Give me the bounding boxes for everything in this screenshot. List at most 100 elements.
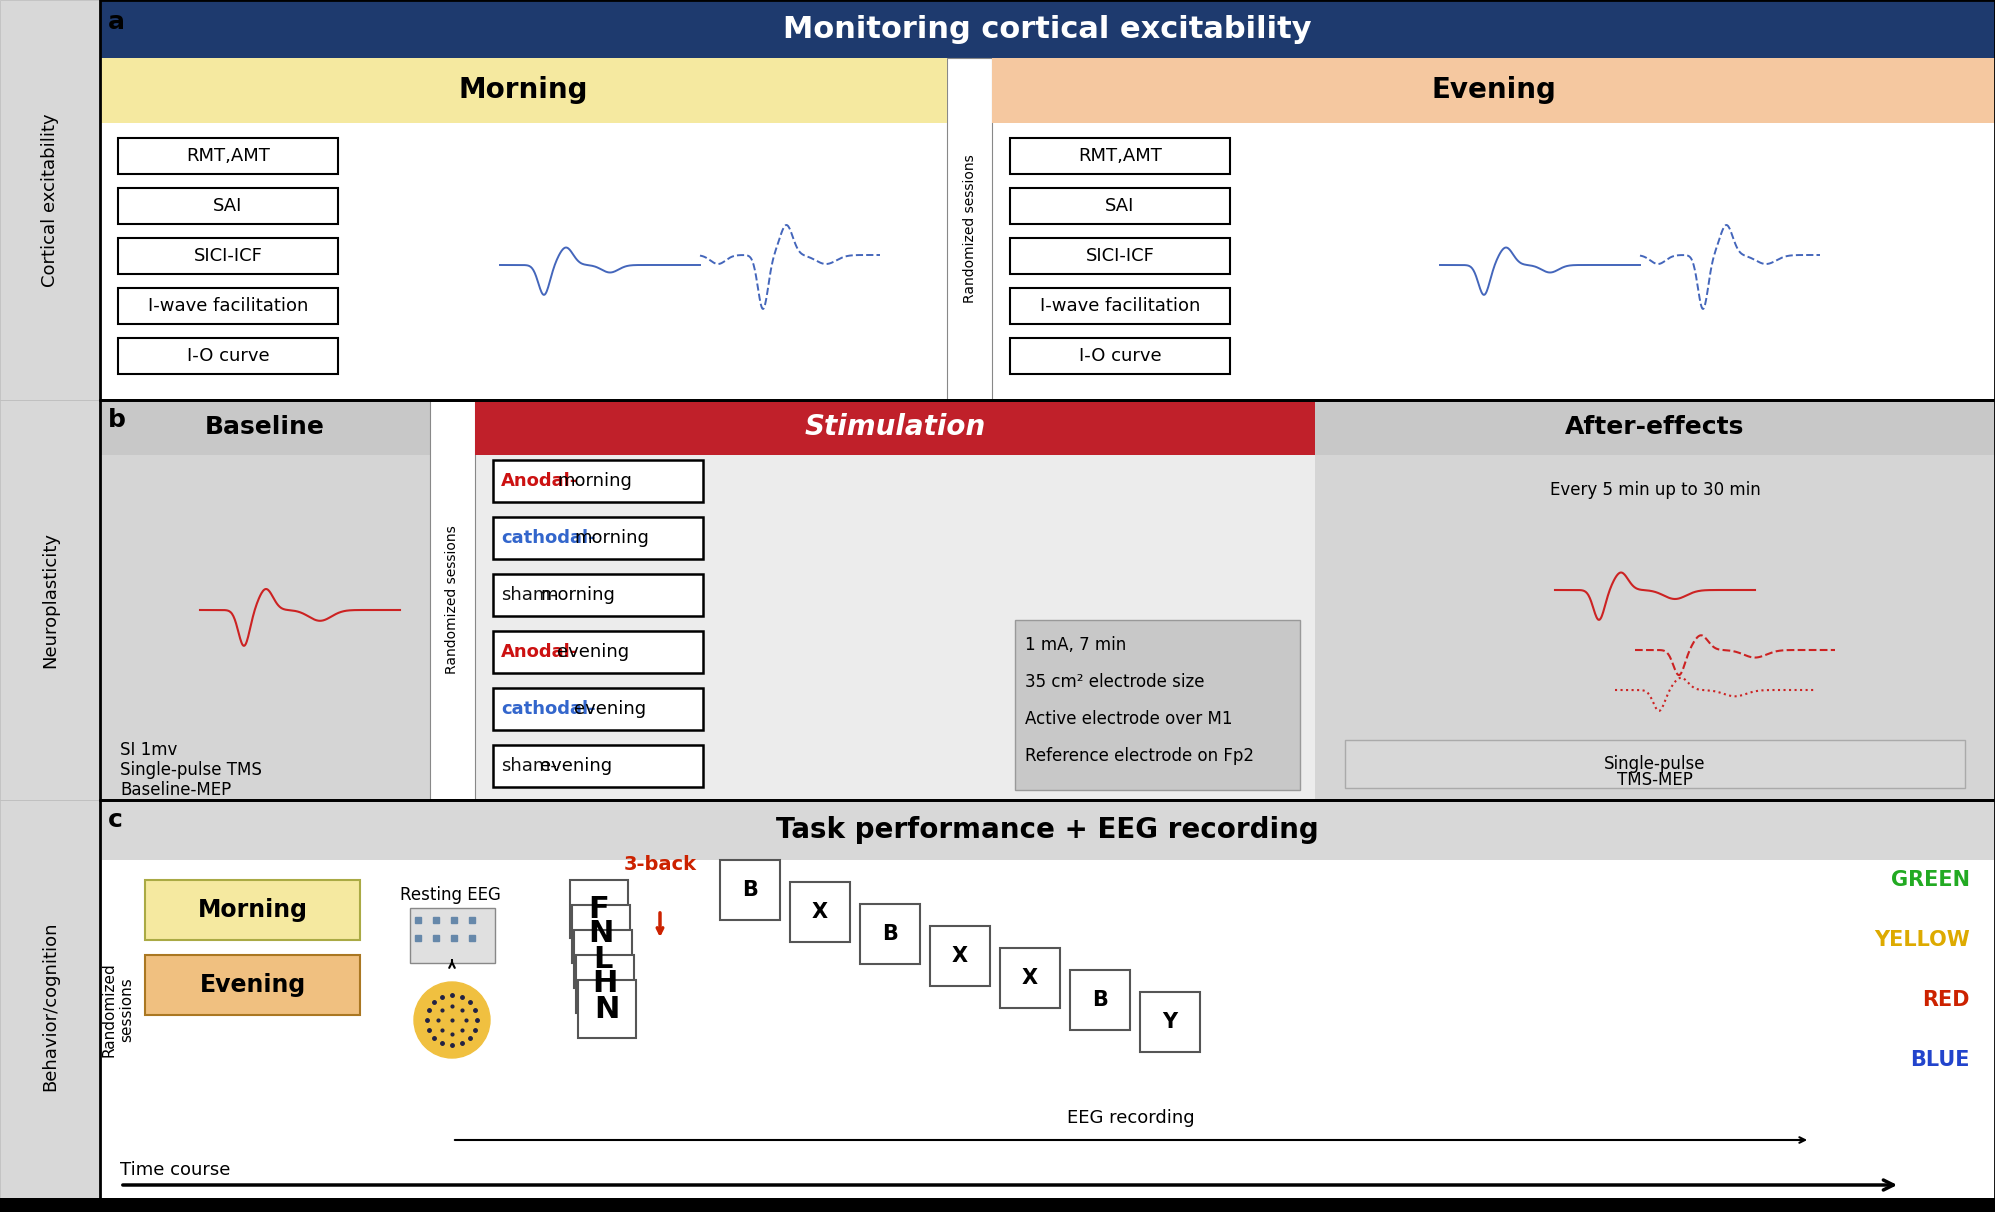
Text: evening: evening: [557, 644, 628, 661]
Bar: [475, 400, 1315, 454]
Text: Baseline: Baseline: [205, 415, 325, 439]
Bar: [493, 745, 702, 787]
Text: Morning: Morning: [459, 76, 589, 104]
Text: Randomized sessions: Randomized sessions: [445, 526, 459, 674]
Text: Active electrode over M1: Active electrode over M1: [1025, 710, 1233, 728]
Text: Anodal-: Anodal-: [501, 644, 579, 661]
Text: H: H: [593, 970, 618, 999]
Text: Monitoring cortical excitability: Monitoring cortical excitability: [784, 15, 1313, 44]
Bar: [1009, 138, 1231, 175]
Bar: [720, 861, 780, 920]
Bar: [790, 882, 850, 942]
Bar: [100, 400, 431, 800]
Text: Single-pulse: Single-pulse: [1604, 755, 1706, 773]
Circle shape: [415, 982, 491, 1058]
Bar: [493, 631, 702, 673]
Text: 35 cm² electrode size: 35 cm² electrode size: [1025, 673, 1205, 691]
Text: F: F: [589, 894, 608, 924]
Bar: [1009, 288, 1231, 324]
Bar: [118, 188, 337, 224]
Bar: [571, 880, 628, 938]
Text: RMT,AMT: RMT,AMT: [186, 147, 269, 165]
Bar: [118, 288, 337, 324]
Text: RMT,AMT: RMT,AMT: [1077, 147, 1161, 165]
Text: SICI-ICF: SICI-ICF: [1085, 247, 1155, 265]
Text: Reference electrode on Fp2: Reference electrode on Fp2: [1025, 747, 1255, 765]
Text: B: B: [742, 880, 758, 901]
Bar: [1069, 970, 1129, 1030]
Text: Resting EEG: Resting EEG: [399, 886, 501, 904]
Text: I-wave facilitation: I-wave facilitation: [1039, 297, 1201, 315]
Bar: [493, 518, 702, 559]
Bar: [860, 904, 920, 964]
Text: morning: morning: [575, 528, 648, 547]
Bar: [992, 122, 1995, 400]
Bar: [579, 981, 636, 1037]
Bar: [0, 0, 100, 400]
Text: Morning: Morning: [198, 898, 307, 922]
Text: L: L: [593, 944, 612, 973]
Text: Neuroplasticity: Neuroplasticity: [42, 532, 60, 668]
Text: sham-: sham-: [501, 758, 557, 774]
Bar: [948, 58, 992, 400]
Bar: [573, 905, 630, 964]
Text: GREEN: GREEN: [1891, 870, 1969, 890]
Bar: [100, 58, 948, 122]
Bar: [1009, 238, 1231, 274]
Text: B: B: [1091, 990, 1107, 1010]
Bar: [475, 400, 1315, 800]
Bar: [0, 800, 100, 1212]
Text: morning: morning: [557, 471, 632, 490]
Bar: [577, 955, 634, 1013]
Bar: [999, 948, 1059, 1008]
Bar: [100, 400, 431, 454]
Bar: [493, 574, 702, 616]
Text: c: c: [108, 808, 124, 831]
Text: I-wave facilitation: I-wave facilitation: [148, 297, 307, 315]
Bar: [118, 138, 337, 175]
Bar: [100, 400, 1995, 800]
Text: Task performance + EEG recording: Task performance + EEG recording: [776, 816, 1319, 844]
Text: I-O curve: I-O curve: [1079, 347, 1161, 365]
Bar: [0, 1197, 1995, 1212]
Text: X: X: [1021, 968, 1037, 988]
Text: cathodal-: cathodal-: [501, 701, 597, 718]
Text: N: N: [589, 920, 614, 949]
Bar: [493, 688, 702, 730]
Bar: [100, 0, 1995, 400]
Text: Single-pulse TMS: Single-pulse TMS: [120, 761, 261, 779]
Text: 3-back: 3-back: [624, 856, 696, 875]
Text: Cortical excitability: Cortical excitability: [42, 113, 60, 287]
Text: X: X: [952, 947, 968, 966]
Text: Stimulation: Stimulation: [804, 413, 986, 441]
Text: sham-: sham-: [501, 585, 557, 604]
Bar: [930, 926, 990, 987]
Bar: [1139, 991, 1201, 1052]
Bar: [431, 400, 475, 800]
Text: X: X: [812, 902, 828, 922]
Bar: [100, 122, 948, 400]
Text: EEG recording: EEG recording: [1067, 1109, 1195, 1127]
Text: Randomized
sessions: Randomized sessions: [102, 962, 134, 1057]
Bar: [100, 800, 1995, 1212]
Text: evening: evening: [541, 758, 612, 774]
Text: Randomized sessions: Randomized sessions: [962, 155, 976, 303]
Text: morning: morning: [541, 585, 614, 604]
Text: BLUE: BLUE: [1911, 1050, 1969, 1070]
Bar: [411, 908, 495, 964]
Text: After-effects: After-effects: [1566, 415, 1746, 439]
Bar: [1009, 338, 1231, 375]
Text: I-O curve: I-O curve: [188, 347, 269, 365]
Text: SAI: SAI: [1105, 198, 1135, 215]
Text: Anodal-: Anodal-: [501, 471, 579, 490]
Text: 1 mA, 7 min: 1 mA, 7 min: [1025, 636, 1127, 654]
Text: Evening: Evening: [200, 973, 305, 997]
Text: SAI: SAI: [213, 198, 243, 215]
Bar: [118, 238, 337, 274]
Bar: [992, 58, 1995, 122]
Text: N: N: [595, 995, 620, 1023]
Bar: [1345, 741, 1965, 788]
Text: YELLOW: YELLOW: [1873, 930, 1969, 950]
Bar: [146, 880, 359, 941]
Bar: [1315, 400, 1995, 800]
